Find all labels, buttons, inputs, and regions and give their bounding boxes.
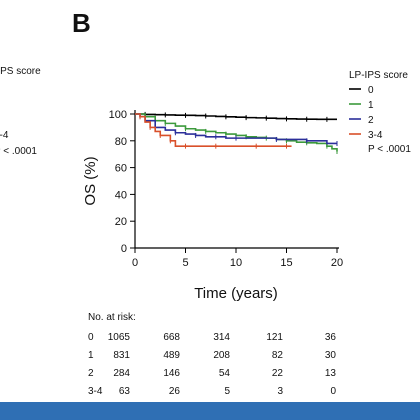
risk-cell: 13 [324, 368, 336, 379]
risk-cell: 314 [213, 332, 230, 343]
risk-cell: 5 [224, 386, 230, 397]
risk-cell: 36 [324, 332, 336, 343]
x-tick-label: 10 [230, 257, 242, 269]
x-tick-label: 0 [132, 257, 138, 269]
y-tick-label: 20 [115, 216, 127, 228]
risk-cell: 121 [266, 332, 283, 343]
risk-cell: 30 [324, 350, 336, 361]
risk-cell: 1065 [107, 332, 130, 343]
risk-row-label: 3-4 [88, 386, 103, 397]
y-tick-label: 80 [115, 136, 127, 148]
y-tick-label: 40 [115, 189, 127, 201]
risk-cell: 63 [118, 386, 130, 397]
y-tick-label: 0 [121, 243, 127, 255]
risk-cell: 489 [163, 350, 180, 361]
pvalue-label: P < .0001 [368, 144, 411, 155]
left-legend-item-3-4: 3-4 [0, 130, 9, 141]
left-legend-title: -IPS score [0, 66, 41, 77]
risk-cell: 22 [271, 368, 283, 379]
risk-cell: 831 [113, 350, 130, 361]
risk-cell: 3 [277, 386, 283, 397]
risk-cell: 668 [163, 332, 180, 343]
x-tick-label: 15 [280, 257, 292, 269]
x-tick-label: 20 [331, 257, 343, 269]
y-axis-label: OS (%) [82, 156, 99, 205]
series-line-2 [135, 113, 337, 145]
series-line-3-4 [135, 113, 292, 147]
footer-bar [0, 402, 420, 420]
x-tick-label: 5 [182, 257, 188, 269]
series-line-0 [135, 113, 337, 121]
y-tick-label: 100 [109, 109, 127, 121]
risk-row-label: 0 [88, 332, 94, 343]
risk-table-title: No. at risk: [88, 312, 136, 323]
legend-title: LP-IPS score [349, 70, 408, 81]
legend-label-3-4: 3-4 [368, 130, 383, 141]
legend-label-2: 2 [368, 115, 374, 126]
panel-letter: B [72, 8, 91, 38]
risk-cell: 208 [213, 350, 230, 361]
risk-row-label: 1 [88, 350, 94, 361]
cropped-left-legend: -IPS score 0 1 2 3-4 P < .0001 [0, 64, 41, 160]
risk-cell: 146 [163, 368, 180, 379]
legend-label-1: 1 [368, 100, 374, 111]
left-legend-pvalue: P < .0001 [0, 146, 37, 157]
risk-cell: 284 [113, 368, 130, 379]
risk-row-0: 0 1065 668 314 121 36 [88, 332, 388, 344]
risk-row-1: 1 831 489 208 82 30 [88, 350, 388, 362]
risk-row-3-4: 3-4 63 26 5 3 0 [88, 386, 388, 398]
x-axis-label: Time (years) [194, 285, 278, 302]
legend-label-0: 0 [368, 85, 374, 96]
risk-row-label: 2 [88, 368, 94, 379]
risk-cell: 54 [218, 368, 230, 379]
y-tick-label: 60 [115, 163, 127, 175]
risk-cell: 82 [271, 350, 283, 361]
risk-cell: 0 [330, 386, 336, 397]
risk-cell: 26 [168, 386, 180, 397]
risk-row-2: 2 284 146 54 22 13 [88, 368, 388, 380]
